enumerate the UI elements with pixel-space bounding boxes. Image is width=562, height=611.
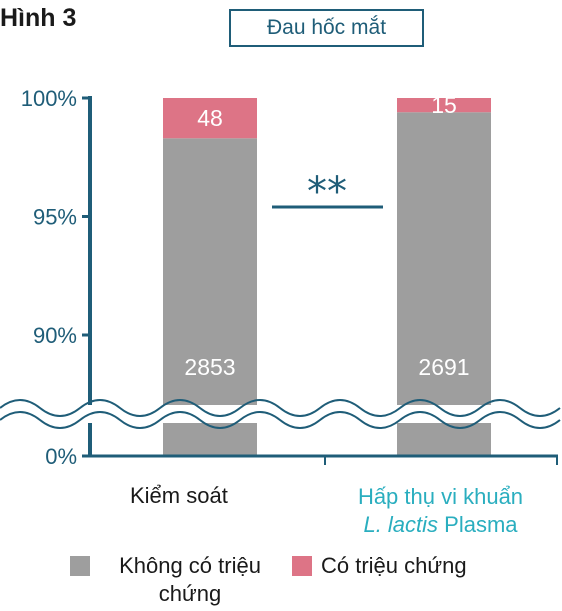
bar-no-symptoms-0 [163,138,257,457]
x-category-label-treatment-suffix: Plasma [438,512,518,537]
legend-swatch-no-symptoms [70,556,90,576]
bar-symptoms-1 [397,98,491,113]
legend-swatch-symptoms [292,556,312,576]
x-category-label-control: Kiểm soát [130,483,228,508]
data-label-symptoms-0: 48 [197,105,223,131]
data-label-symptoms-1: 15 [431,92,457,118]
legend-label-symptoms: Có triệu chứng [321,553,467,578]
data-label-no-symptoms-1: 2691 [418,354,469,380]
y-tick-label-0: 100% [21,86,77,111]
x-category-label-treatment: Hấp thụ vi khuẩn L. lactis Plasma [318,483,562,539]
x-category-label-treatment-species: L. lactis [363,512,439,537]
bar-symptoms-0 [163,98,257,139]
legend-label-no-symptoms: Không có triệu chứng [119,553,261,606]
y-tick-label-2: 90% [33,323,77,348]
axis-break-wave-1 [0,411,561,429]
data-label-no-symptoms-0: 2853 [184,354,235,380]
figure-label: Hình 3 [0,4,77,32]
y-tick-label-1: 95% [33,205,77,230]
bar-no-symptoms-1 [397,112,491,456]
axis-break-band [0,405,562,423]
significance-marker: ** [307,169,347,215]
axis-break-wave-0 [0,399,561,417]
y-tick-label-3: 0% [45,444,77,469]
legend-item-symptoms: Có triệu chứng [292,552,467,580]
legend-item-no-symptoms: Không có triệu chứng [70,552,270,608]
x-category-label-treatment-line1: Hấp thụ vi khuẩn [357,484,524,509]
chart-title: Đau hốc mắt [229,9,424,47]
